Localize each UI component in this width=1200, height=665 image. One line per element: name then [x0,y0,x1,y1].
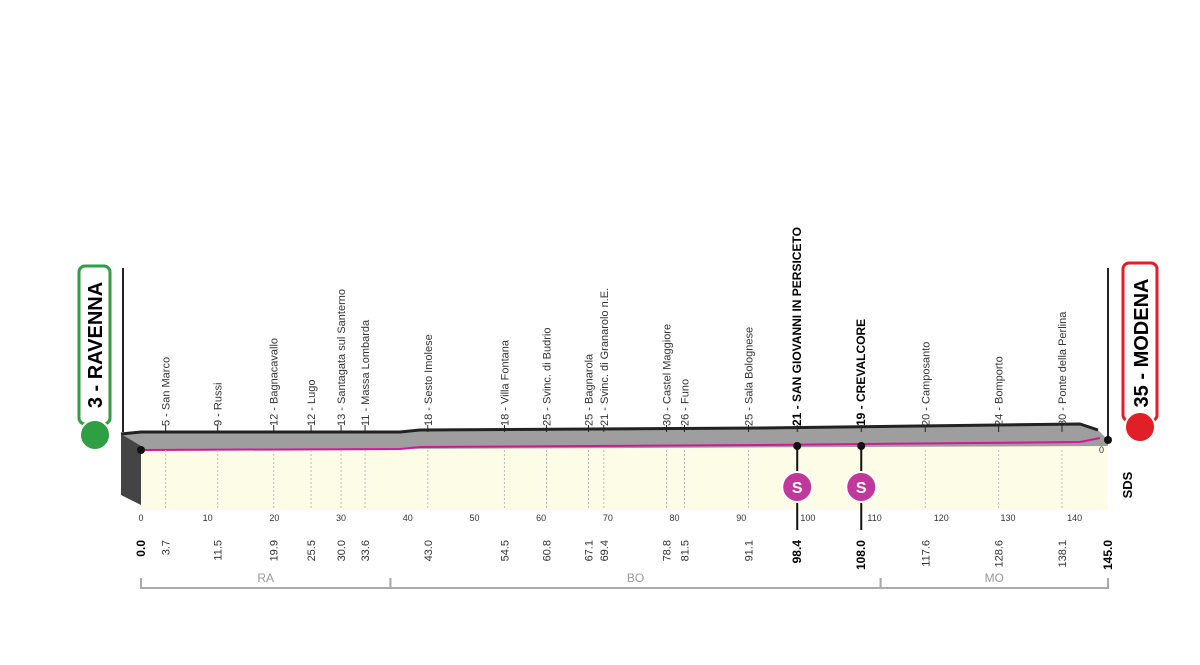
place-km: 78.8 [662,540,674,561]
start-label: 3 - RAVENNA [85,282,107,408]
sprint-icon [845,471,878,503]
place-km: 54.5 [499,540,511,561]
axis-tick-label: 40 [403,513,413,523]
axis-tick-label: 0 [138,513,143,523]
place-label: 30 - Ponte della Perlina [1057,311,1069,426]
axis-tick-label: 60 [536,513,546,523]
sprint-dot [857,442,866,450]
profile-base [141,446,1108,510]
place-km: 30.0 [336,540,348,561]
place-label: 20 - Camposanto [920,342,932,426]
profile-outline [120,422,1099,436]
sprint-letter: S [792,480,803,497]
place-label: 24 - Bomporto [994,356,1006,426]
place-km: 69.4 [599,540,611,561]
place-label: 5 - San Marco [161,357,173,426]
start-icon [79,419,111,451]
province-label: BO [627,571,644,585]
place-km: 19.9 [269,540,281,561]
place-km: 11.5 [213,540,225,561]
place-label: 18 - Villa Fontana [499,339,511,426]
place-km: 33.6 [360,540,372,561]
axis-tick-label: 140 [1067,513,1082,523]
place-label: 12 - Bagnacavallo [269,338,281,426]
place-km: 60.8 [541,540,553,561]
place-km: 25.5 [306,540,318,561]
route-line [140,437,1101,451]
place-label: 21 - SAN GIOVANNI IN PERSICETO [790,227,804,426]
place-km: 117.6 [920,540,932,567]
place-label: 30 - Castel Maggiore [662,324,674,426]
place-label: 21 - Svinc. di Granarolo n.E. [599,288,611,426]
axis-tick-label: 30 [336,513,346,523]
place-km: 98.4 [790,540,804,564]
place-km: 108.0 [854,540,868,570]
axis-tick-label: 70 [603,513,613,523]
place-km: 3.7 [161,540,173,555]
province-label: RA [257,571,274,585]
place-label: 26 - Funo [680,379,692,426]
place-label: 19 - CREVALCORE [854,319,868,426]
place-km: 138.1 [1057,540,1069,568]
place-label: 12 - Lugo [306,380,318,426]
start-km: 0.0 [134,540,148,557]
altitude-zero: 0 [1099,445,1104,455]
place-label: 18 - Sesto Imolese [423,334,435,426]
axis-tick-label: 100 [800,513,815,523]
place-km: 128.6 [994,540,1006,568]
finish-dot [1104,436,1112,444]
sprint-dot [793,442,802,450]
axis-tick-label: 110 [867,513,881,523]
axis-tick-label: 130 [1000,513,1015,523]
place-km: 81.5 [680,540,692,561]
province-bracket [879,578,1109,589]
place-km: 91.1 [744,540,756,561]
axis-tick-label: 120 [934,513,949,523]
place-label: 11 - Massa Lombarda [360,319,372,426]
place-label: 25 - Bagnarola [583,353,595,426]
finish-icon [1124,411,1156,443]
axis-tick-label: 10 [203,513,213,523]
place-label: 9 - Russi [213,383,225,426]
axis-tick-label: 90 [736,513,746,523]
sprint-letter: S [856,480,867,497]
axis-tick-label: 50 [469,513,479,523]
province-label: MO [985,571,1004,585]
place-label: 25 - Svinc. di Budrio [541,328,553,426]
axis-tick-label: 80 [670,513,680,523]
profile-side [121,434,141,505]
place-label: 25 - Sala Bolognese [744,327,756,426]
axis-tick-label: 20 [269,513,279,523]
place-km: 43.0 [423,540,435,561]
logo: SDS [1120,471,1135,498]
start-dot [137,446,145,454]
finish-km: 145.0 [1101,540,1115,570]
place-label: 13 - Santagata sul Santerno [336,289,348,426]
place-km: 67.1 [583,540,595,561]
sprint-icon [781,471,814,503]
finish-label: 35 - MODENA [1131,279,1153,408]
